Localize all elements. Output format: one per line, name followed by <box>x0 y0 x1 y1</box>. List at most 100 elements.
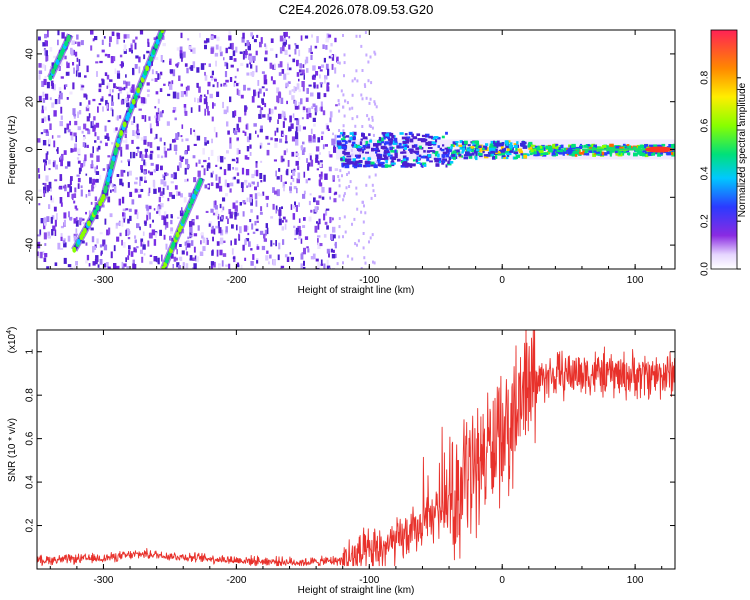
heatmap-noise-cell <box>78 59 81 66</box>
band-cell <box>446 163 452 166</box>
heatmap-noise-cell <box>100 98 104 102</box>
heatmap-noise-cell <box>282 239 285 245</box>
heatmap-noise-cell <box>218 155 222 159</box>
heatmap-noise-cell <box>246 185 249 188</box>
heatmap-noise-cell <box>128 245 131 249</box>
heatmap-noise-cell <box>163 234 166 240</box>
heatmap-noise-cell <box>232 167 234 170</box>
x-tick-label: 0 <box>499 275 505 286</box>
band-cell <box>358 160 363 164</box>
heatmap-noise-cell <box>62 185 67 189</box>
band-cell <box>340 158 344 161</box>
heatmap-noise-cell <box>127 182 130 188</box>
band-cell <box>377 161 380 164</box>
heatmap-noise-cell <box>144 176 147 181</box>
heatmap-noise-cell <box>111 142 114 145</box>
heatmap-noise-cell <box>217 213 220 220</box>
colorbar: 0.00.20.40.60.8 Normalized spectral ampl… <box>700 29 748 276</box>
heatmap-noise-cell <box>193 129 195 132</box>
heatmap-noise-cell <box>138 56 141 63</box>
heatmap-noise-cell <box>302 106 306 111</box>
band-cell <box>461 155 464 158</box>
band-cell <box>415 158 419 163</box>
heatmap-noise-cell <box>236 157 239 164</box>
ridge-cell <box>131 98 136 105</box>
heatmap-noise-cell <box>143 139 147 145</box>
heatmap-noise-cell <box>343 61 346 65</box>
heatmap-noise-cell <box>98 88 102 93</box>
heatmap-noise-cell <box>200 94 203 98</box>
heatmap-noise-cell <box>342 93 345 97</box>
heatmap-noise-cell <box>173 172 177 180</box>
heatmap-noise-cell <box>147 42 150 47</box>
heatmap-noise-cell <box>80 185 83 189</box>
heatmap-noise-cell <box>72 82 75 90</box>
heatmap-noise-cell <box>220 229 224 236</box>
heatmap-noise-cell <box>85 260 88 264</box>
heatmap-noise-cell <box>306 88 309 94</box>
heatmap-noise-cell <box>328 250 330 258</box>
heatmap-noise-cell <box>120 169 124 177</box>
heatmap-noise-cell <box>278 168 281 172</box>
heatmap-noise-cell <box>75 220 79 227</box>
heatmap-noise-cell <box>211 70 214 76</box>
heatmap-noise-cell <box>236 137 239 141</box>
heatmap-noise-cell <box>42 140 47 146</box>
heatmap-noise-cell <box>104 135 108 139</box>
heatmap-noise-cell <box>148 116 151 121</box>
band-cell <box>482 145 488 149</box>
heatmap-noise-cell <box>62 240 66 244</box>
heatmap-noise-cell <box>57 135 61 138</box>
heatmap-noise-cell <box>59 155 62 159</box>
heatmap-noise-cell <box>183 106 187 114</box>
band-cell <box>384 156 389 161</box>
heatmap-noise-cell <box>67 161 71 167</box>
heatmap-noise-cell <box>44 65 47 71</box>
heatmap-noise-cell <box>293 86 296 93</box>
heatmap-noise-cell <box>91 160 94 167</box>
heatmap-noise-cell <box>157 114 161 121</box>
heatmap-noise-cell <box>181 124 184 129</box>
band-cell <box>649 144 654 148</box>
heatmap-noise-cell <box>308 50 312 53</box>
ridge-cell <box>111 155 116 162</box>
heatmap-noise-cell <box>40 132 44 135</box>
heatmap-noise-cell <box>288 90 292 95</box>
band-cell <box>417 157 420 161</box>
heatmap-noise-cell <box>237 89 241 96</box>
heatmap-noise-cell <box>264 103 267 108</box>
heatmap-noise-cell <box>252 231 256 234</box>
heatmap-noise-cell <box>140 97 145 104</box>
band-cell <box>442 158 447 162</box>
band-cell <box>432 150 436 153</box>
heatmap-noise-cell <box>75 233 78 236</box>
heatmap-noise-cell <box>176 190 178 197</box>
band-cell <box>381 164 385 168</box>
heatmap-noise-cell <box>73 218 76 224</box>
heatmap-noise-cell <box>214 52 219 57</box>
heatmap-noise-cell <box>364 211 367 215</box>
heatmap-noise-cell <box>266 250 269 254</box>
band-cell <box>382 137 386 140</box>
band-cell <box>409 138 414 143</box>
heatmap-noise-cell <box>294 201 296 207</box>
band-cell <box>437 153 440 158</box>
heatmap-noise-cell <box>371 126 374 130</box>
band-cell <box>477 153 483 156</box>
heatmap-noise-cell <box>48 204 51 209</box>
y-tick-label: -40 <box>25 237 36 252</box>
heatmap-noise-cell <box>322 110 326 116</box>
heatmap-noise-cell <box>53 110 57 117</box>
band-cell <box>376 149 381 153</box>
heatmap-noise-cell <box>331 63 334 70</box>
heatmap-noise-cell <box>160 179 164 185</box>
heatmap-noise-cell <box>163 175 166 181</box>
heatmap-noise-cell <box>135 177 138 180</box>
heatmap-noise-cell <box>144 180 147 183</box>
heatmap-noise-cell <box>373 50 376 54</box>
band-cell <box>362 144 367 148</box>
heatmap-noise-cell <box>294 100 297 107</box>
heatmap-noise-cell <box>314 206 318 213</box>
heatmap-noise-cell <box>180 83 183 87</box>
heatmap-noise-cell <box>147 141 150 147</box>
